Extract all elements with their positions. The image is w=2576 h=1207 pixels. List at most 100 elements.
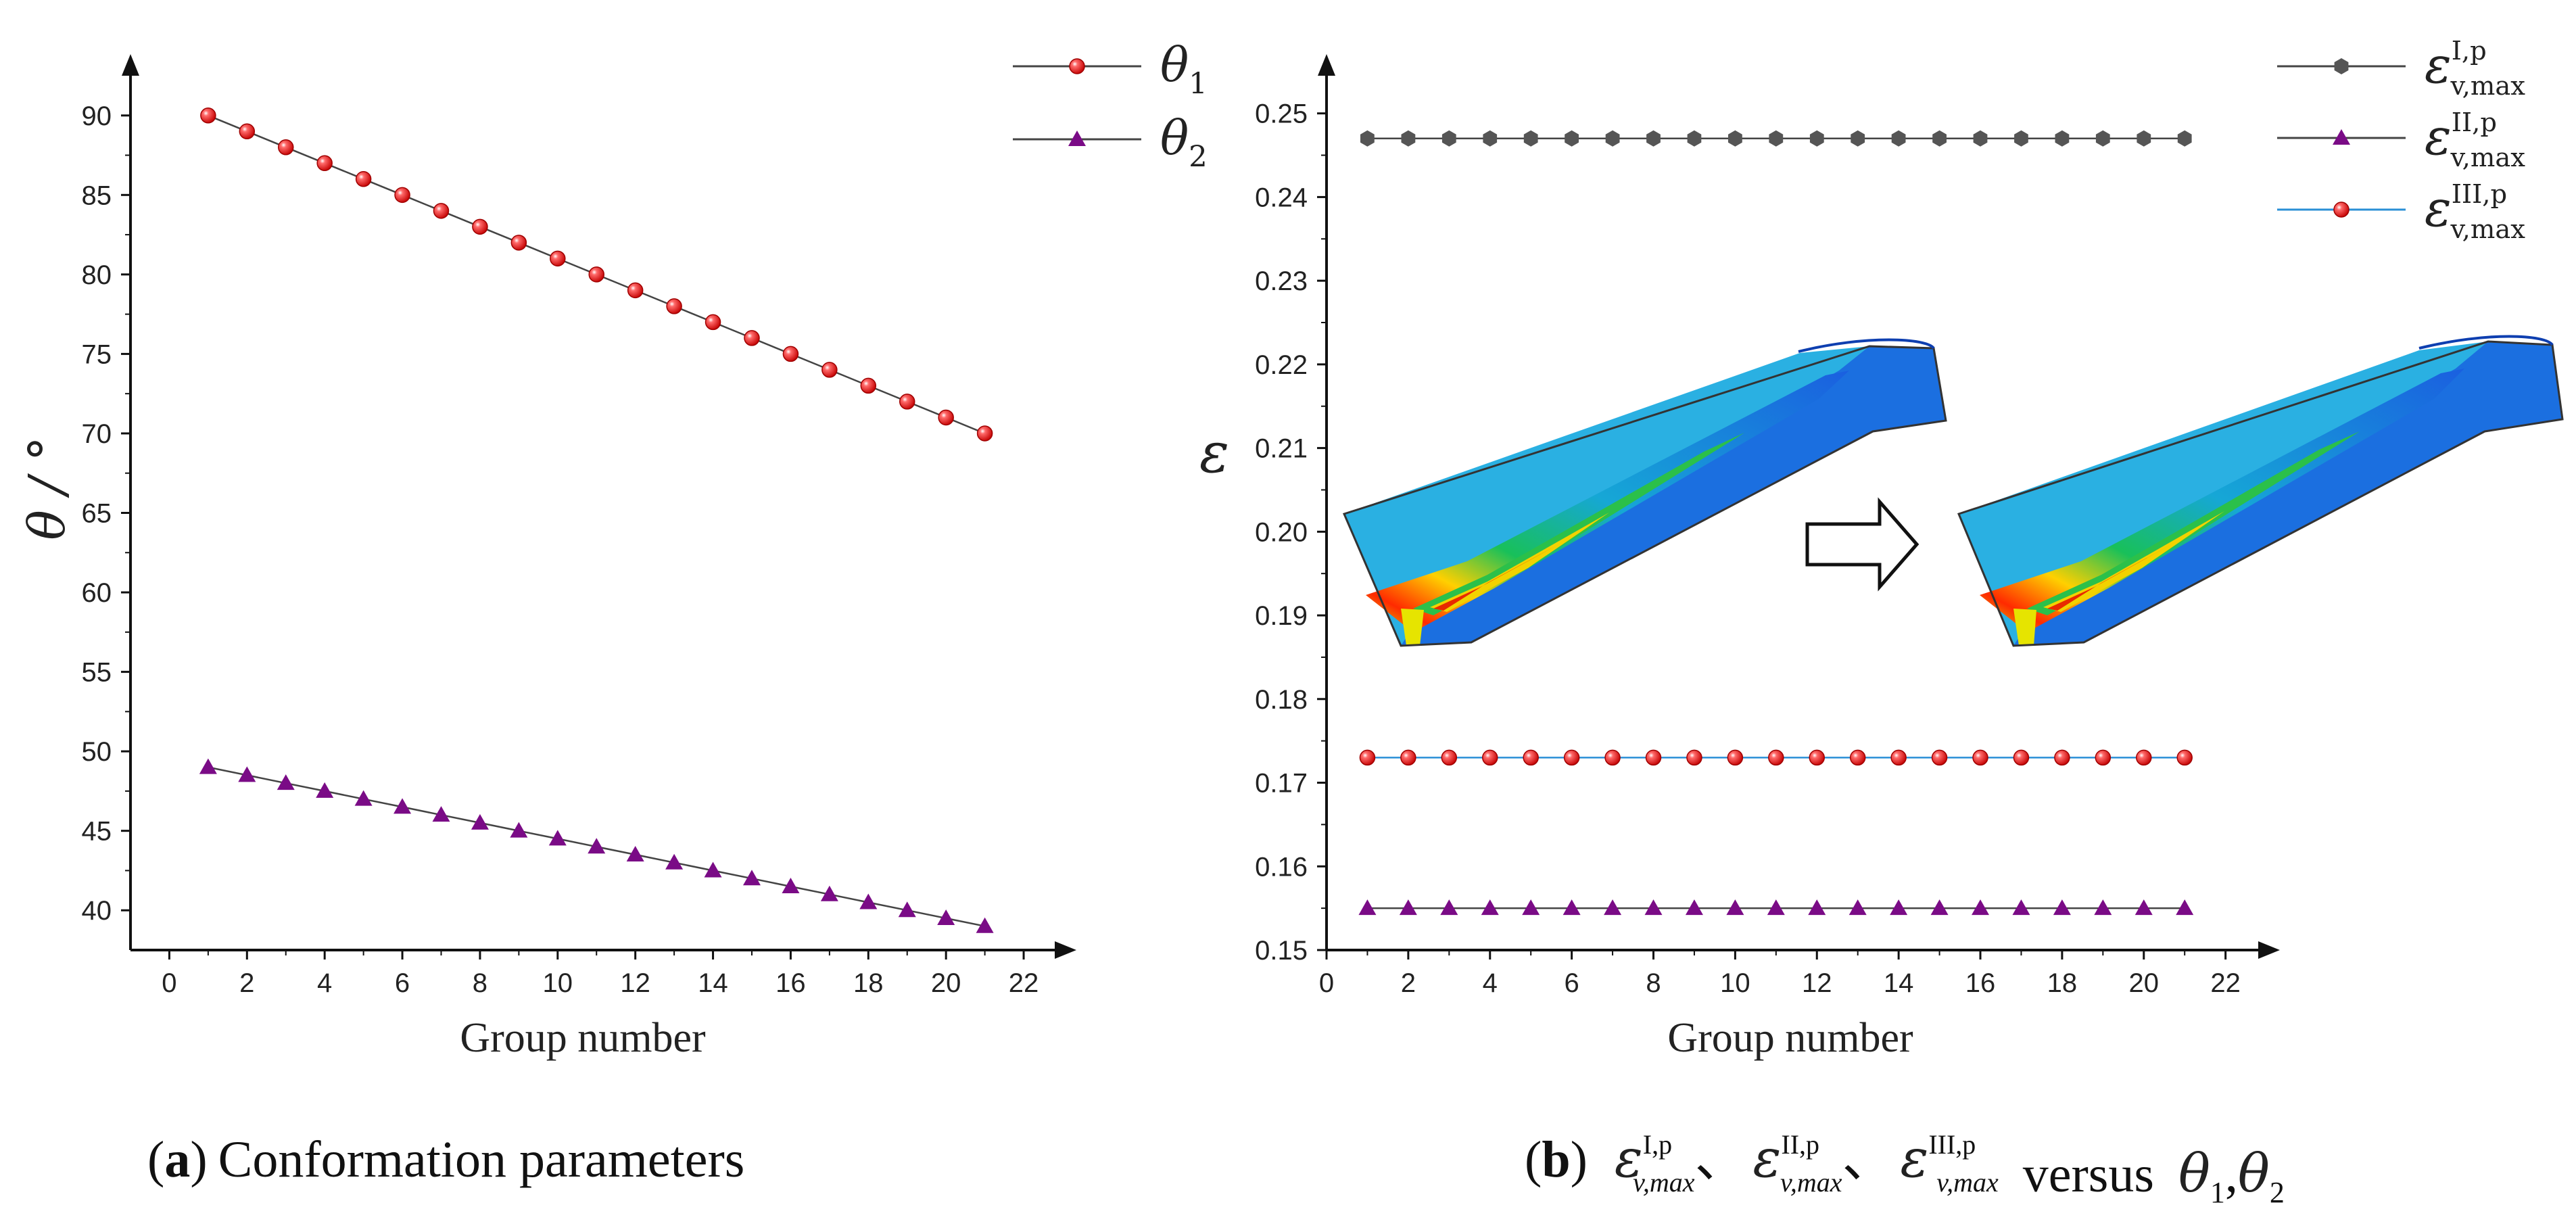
- b-data-point: [1359, 749, 1376, 766]
- b-data-point: [1400, 749, 1416, 766]
- a-x-tick-label: 2: [239, 968, 254, 998]
- b-x-tick-label: 0: [1319, 968, 1334, 998]
- b-data-point: [1483, 130, 1498, 147]
- a-y-tick-label: 80: [82, 260, 112, 290]
- legend-label: εI,p v,max: [2425, 36, 2525, 101]
- b-data-point: [1441, 130, 1456, 147]
- caption-b-sub: v,max: [1780, 1167, 1842, 1198]
- b-data-point: [1727, 749, 1744, 766]
- a-data-point: [976, 917, 994, 933]
- a-y-tick-label: 90: [82, 101, 112, 131]
- a-y-tick-label: 40: [82, 896, 112, 926]
- b-data-point: [1358, 899, 1377, 916]
- b-data-point: [1809, 130, 1824, 147]
- caption-b-close-paren: ): [1571, 1131, 1588, 1188]
- a-y-tick-label: 75: [82, 339, 112, 369]
- a-y-tick-label: 55: [82, 658, 112, 688]
- b-y-tick-label: 0.22: [1255, 350, 1308, 380]
- a-series-1: [200, 108, 993, 442]
- panel-a-y-axis-title: θ / °: [18, 436, 76, 540]
- a-data-point: [665, 853, 684, 870]
- b-data-point: [1645, 749, 1662, 766]
- a-x-tick-label: 6: [395, 968, 410, 998]
- a-y-tick-label: 60: [82, 578, 112, 608]
- caption-b-sup: I,p: [1643, 1129, 1672, 1160]
- caption-a: (a) Conformation parameters: [147, 1131, 744, 1188]
- b-y-tick-label: 0.17: [1255, 769, 1308, 799]
- caption-b: (b) εI,p v,max、 εII,p v,max、 εIII,p v,max versu…: [1525, 1129, 2285, 1207]
- b-data-point: [1851, 130, 1865, 147]
- b-data-point: [1890, 749, 1907, 766]
- b-data-point: [1686, 749, 1702, 766]
- b-series-3: [1359, 749, 2193, 766]
- b-data-point: [1399, 899, 1417, 916]
- caption-a-letter: a: [164, 1131, 190, 1188]
- b-x-tick-label: 18: [2047, 968, 2078, 998]
- caption-b-versus: versus: [2023, 1146, 2154, 1203]
- a-data-point: [433, 203, 450, 219]
- caption-b-sep: 、: [1695, 1131, 1746, 1188]
- b-data-point: [1401, 130, 1416, 147]
- a-x-tick-label: 16: [776, 968, 806, 998]
- a-data-point: [744, 330, 760, 346]
- a-data-point: [705, 314, 721, 331]
- b-data-point: [1605, 130, 1620, 147]
- panel-b-axes: [1318, 54, 2280, 959]
- b-x-tick-label: 2: [1401, 968, 1416, 998]
- b-data-point: [2095, 749, 2112, 766]
- a-data-point: [510, 822, 528, 838]
- legend-item: θ1: [1013, 37, 1208, 101]
- a-data-point: [937, 909, 955, 925]
- a-data-point: [666, 298, 682, 314]
- caption-a-text: Conformation parameters: [218, 1131, 745, 1188]
- a-y-tick-label: 70: [82, 419, 112, 449]
- b-data-point: [1809, 749, 1826, 766]
- b-data-point: [2137, 130, 2151, 147]
- b-data-point: [1973, 130, 1988, 147]
- a-data-point: [393, 798, 412, 814]
- b-x-axis-arrow: [2258, 941, 2280, 959]
- legend-marker: [2333, 202, 2350, 218]
- b-data-point: [1891, 130, 1906, 147]
- a-data-point: [472, 218, 488, 235]
- a-data-point: [200, 108, 216, 124]
- caption-b-symbol: ε: [1753, 1129, 1782, 1189]
- a-data-point: [550, 250, 566, 267]
- a-x-tick-label: 18: [853, 968, 884, 998]
- caption-b-symbol: ε: [1900, 1129, 1928, 1189]
- a-data-point: [627, 282, 644, 299]
- b-data-point: [1604, 899, 1622, 916]
- a-data-point: [821, 362, 838, 378]
- a-data-point: [394, 187, 410, 204]
- b-series-2: [1358, 899, 2194, 916]
- b-data-point: [2053, 899, 2071, 916]
- a-data-point: [548, 830, 567, 846]
- a-data-point: [432, 806, 450, 822]
- caption-b-theta2-sub: 2: [2270, 1176, 2285, 1207]
- a-data-point: [199, 758, 217, 774]
- a-series-2: [199, 758, 994, 933]
- b-x-tick-label: 4: [1483, 968, 1498, 998]
- a-data-point: [238, 766, 256, 782]
- panel-a-series: [199, 108, 994, 933]
- b-data-point: [1931, 749, 1948, 766]
- legend-marker: [1068, 131, 1086, 146]
- b-y-axis-arrow: [1318, 54, 1335, 76]
- caption-b-sup: III,p: [1928, 1129, 1976, 1160]
- a-x-tick-label: 8: [473, 968, 487, 998]
- a-y-tick-label: 85: [82, 181, 112, 210]
- b-data-point: [1685, 899, 1703, 916]
- b-x-tick-label: 8: [1646, 968, 1661, 998]
- caption-a-close-paren: ): [190, 1131, 207, 1188]
- a-data-point: [626, 845, 644, 861]
- b-data-point: [2055, 130, 2070, 147]
- a-x-tick-label: 10: [543, 968, 573, 998]
- panel-a-chart: 0 2 4 6 8 10 12 14 16 18 20 22 40 45 50 55 60 65 70 75 80 85…: [18, 37, 1208, 1061]
- b-y-tick-label: 0.15: [1255, 936, 1308, 966]
- a-x-tick-label: 4: [317, 968, 332, 998]
- caption-b-sep: 、: [1842, 1131, 1893, 1188]
- legend-label: εII,p v,max: [2425, 108, 2525, 173]
- b-data-point: [1565, 130, 1579, 147]
